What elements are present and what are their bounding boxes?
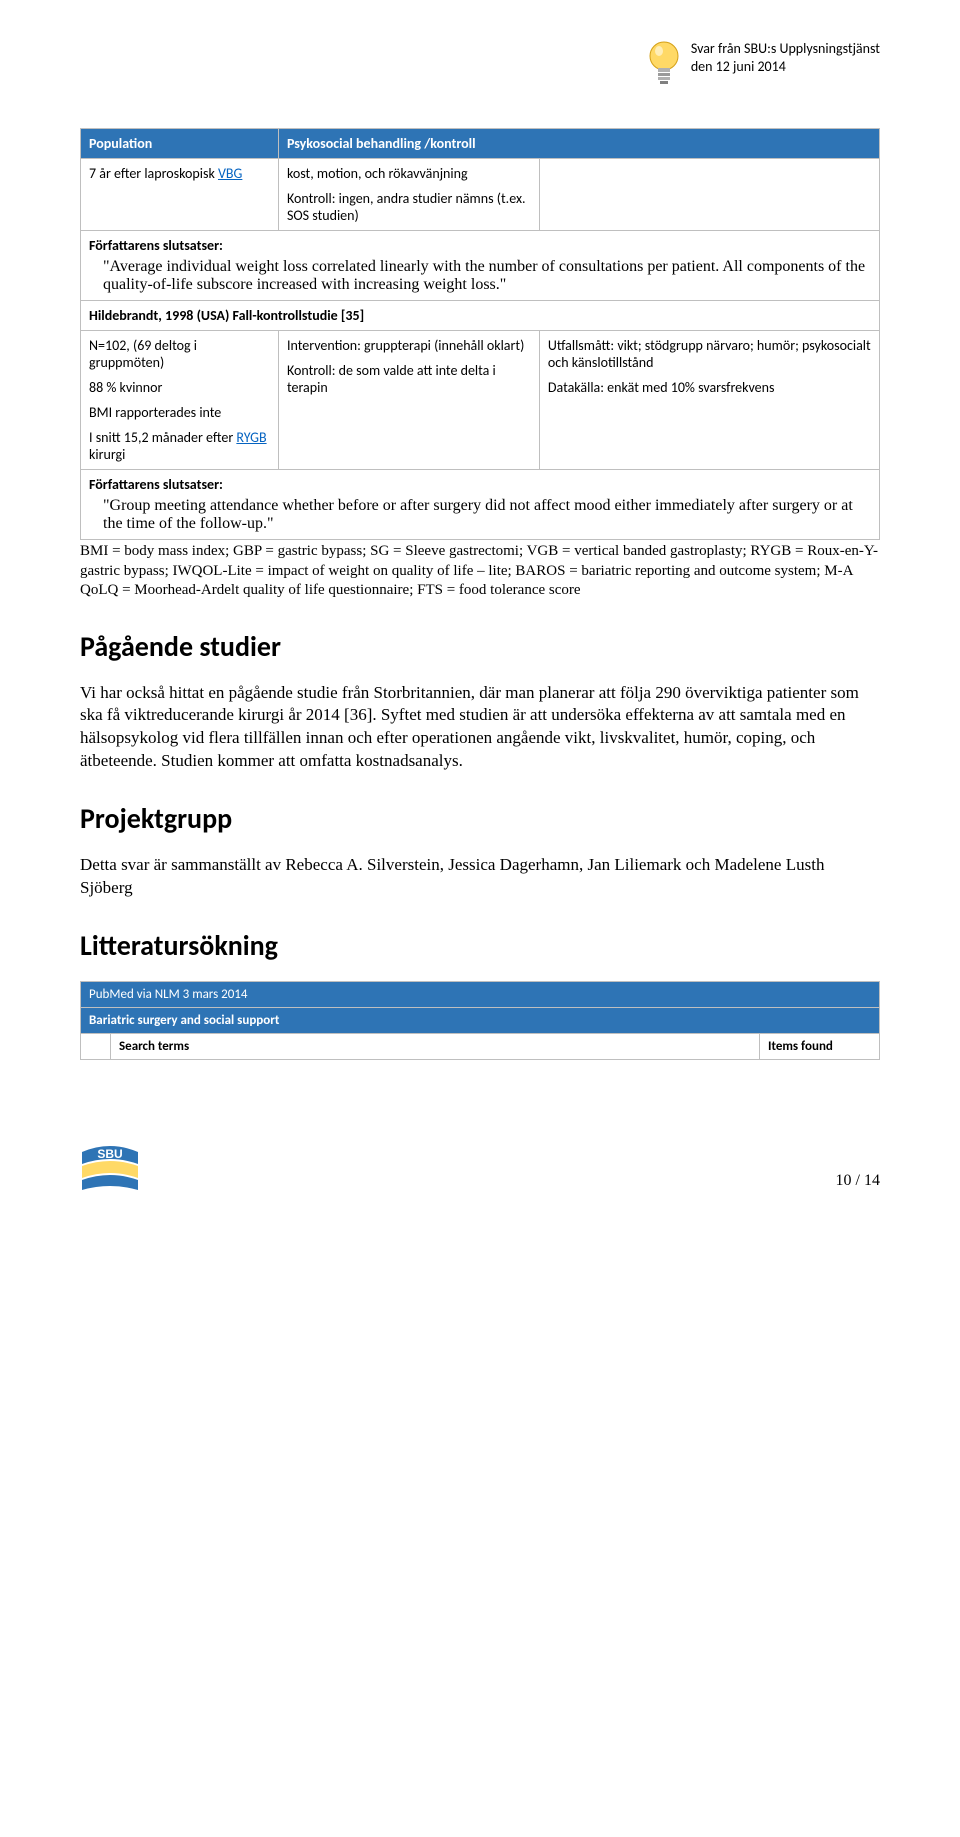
col-population: Population — [81, 129, 279, 159]
control-desc: Kontroll: de som valde att inte delta i … — [287, 362, 531, 396]
pop-surgery-prefix: I snitt 15,2 månader efter — [89, 429, 236, 446]
data-source: Datakälla: enkät med 10% svarsfrekvens — [548, 379, 871, 396]
intervention-cell: kost, motion, och rökavvänjning Kontroll… — [278, 159, 539, 231]
project-group-heading: Projektgrupp — [80, 801, 880, 836]
outcome-cell: Utfallsmått: vikt; stödgrupp närvaro; hu… — [539, 331, 879, 470]
svg-text:SBU: SBU — [97, 1147, 122, 1161]
header-source-text: Svar från SBU:s Upplysningstjänst den 12… — [691, 40, 880, 76]
pop-gender: 88 % kvinnor — [89, 379, 270, 396]
pop-surgery: I snitt 15,2 månader efter RYGB kirurgi — [89, 429, 270, 463]
pop-text: 7 år efter laproskopisk — [89, 165, 218, 182]
search-topic-row: Bariatric surgery and social support — [81, 1008, 880, 1034]
search-terms-header: Search terms — [111, 1034, 760, 1060]
evidence-table: Population Psykosocial behandling /kontr… — [80, 128, 880, 540]
rygb-link[interactable]: RYGB — [236, 429, 266, 446]
conclusion-label: Författarens slutsatser: — [89, 237, 871, 254]
outcome-cell-empty — [539, 159, 879, 231]
pop-bmi: BMI rapporterades inte — [89, 404, 270, 421]
study-section-row: Hildebrandt, 1998 (USA) Fall-kontrollstu… — [81, 301, 880, 331]
ongoing-studies-body: Vi har också hittat en pågående studie f… — [80, 682, 880, 774]
page-header: Svar från SBU:s Upplysningstjänst den 12… — [80, 40, 880, 88]
control-text: Kontroll: ingen, andra studier nämns (t.… — [287, 190, 531, 224]
ongoing-studies-heading: Pågående studier — [80, 629, 880, 664]
table-row: 7 år efter laproskopisk VBG kost, motion… — [81, 159, 880, 231]
vbg-link[interactable]: VBG — [218, 165, 242, 182]
search-topic: Bariatric surgery and social support — [81, 1008, 880, 1034]
header-line2: den 12 juni 2014 — [691, 58, 880, 76]
population-cell: 7 år efter laproskopisk VBG — [81, 159, 279, 231]
conclusion-label: Författarens slutsatser: — [89, 476, 871, 493]
intervention-desc: Intervention: gruppterapi (innehåll okla… — [287, 337, 531, 354]
table-header-row: Population Psykosocial behandling /kontr… — [81, 129, 880, 159]
pop-surgery-suffix: kirurgi — [89, 446, 125, 463]
study-title: Hildebrandt, 1998 (USA) Fall-kontrollstu… — [81, 301, 880, 331]
search-strategy-table: PubMed via NLM 3 mars 2014 Bariatric sur… — [80, 981, 880, 1060]
project-group-body: Detta svar är sammanställt av Rebecca A.… — [80, 854, 880, 900]
population-cell: N=102, (69 deltog i gruppmöten) 88 % kvi… — [81, 331, 279, 470]
literature-search-heading: Litteratursökning — [80, 928, 880, 963]
items-found-header: Items found — [760, 1034, 880, 1060]
outcome-measures: Utfallsmått: vikt; stödgrupp närvaro; hu… — [548, 337, 871, 371]
sbu-logo-icon: SBU — [80, 1140, 140, 1190]
lightbulb-icon — [645, 40, 683, 88]
col-intervention: Psykosocial behandling /kontroll — [278, 129, 879, 159]
conclusion-cell: Författarens slutsatser: "Group meeting … — [81, 470, 880, 540]
intervention-cell: Intervention: gruppterapi (innehåll okla… — [278, 331, 539, 470]
page-number: 10 / 14 — [836, 1172, 880, 1190]
conclusion-cell: Författarens slutsatser: "Average indivi… — [81, 231, 880, 301]
header-line1: Svar från SBU:s Upplysningstjänst — [691, 40, 880, 58]
conclusion-row: Författarens slutsatser: "Average indivi… — [81, 231, 880, 301]
search-source: PubMed via NLM 3 mars 2014 — [81, 982, 880, 1008]
search-columns-row: Search terms Items found — [81, 1034, 880, 1060]
page-footer: SBU 10 / 14 — [80, 1140, 880, 1190]
conclusion-row: Författarens slutsatser: "Group meeting … — [81, 470, 880, 540]
conclusion-quote: "Average individual weight loss correlat… — [89, 254, 871, 294]
search-source-row: PubMed via NLM 3 mars 2014 — [81, 982, 880, 1008]
search-num-col — [81, 1034, 111, 1060]
table-row: N=102, (69 deltog i gruppmöten) 88 % kvi… — [81, 331, 880, 470]
conclusion-quote: "Group meeting attendance whether before… — [89, 493, 871, 533]
abbreviations-note: BMI = body mass index; GBP = gastric byp… — [80, 542, 880, 601]
intervention-text: kost, motion, och rökavvänjning — [287, 165, 531, 182]
pop-n: N=102, (69 deltog i gruppmöten) — [89, 337, 270, 371]
